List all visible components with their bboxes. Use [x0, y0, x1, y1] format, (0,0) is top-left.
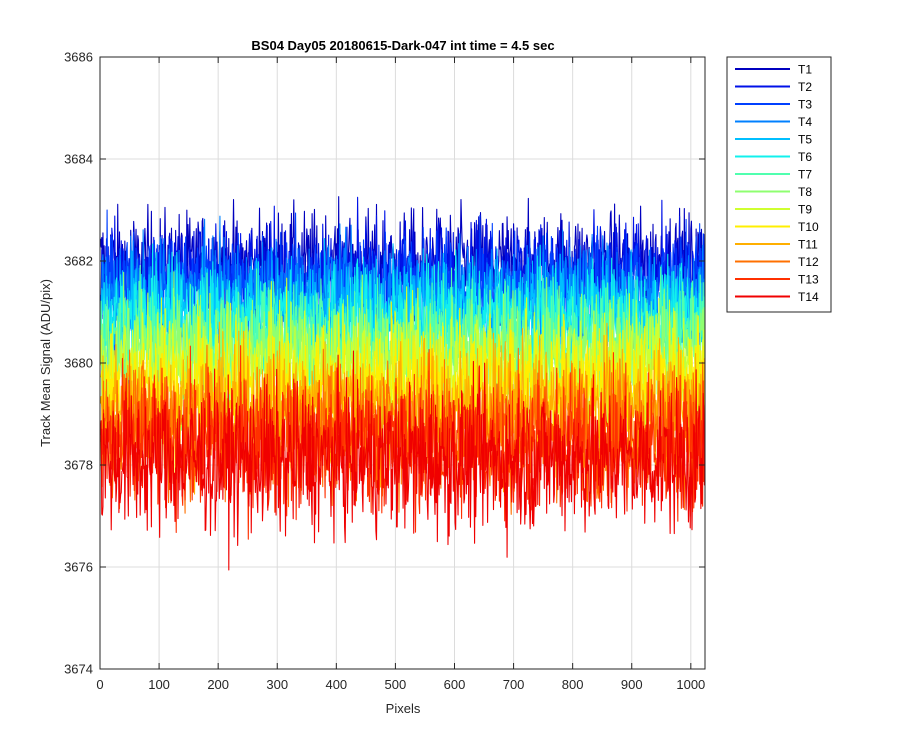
x-tick-label: 200 — [207, 677, 229, 692]
y-tick-label: 3676 — [64, 560, 93, 575]
legend-label-t10: T10 — [798, 220, 819, 234]
legend-label-t8: T8 — [798, 185, 812, 199]
x-tick-label: 100 — [148, 677, 170, 692]
y-tick-label: 3674 — [64, 662, 93, 677]
legend-label-t5: T5 — [798, 133, 812, 147]
y-tick-label: 3686 — [64, 50, 93, 65]
x-tick-label: 0 — [96, 677, 103, 692]
legend-label-t6: T6 — [798, 150, 812, 164]
x-tick-label: 400 — [325, 677, 347, 692]
x-tick-label: 800 — [562, 677, 584, 692]
series-layer — [100, 196, 705, 571]
legend-label-t7: T7 — [798, 168, 812, 182]
x-tick-label: 500 — [385, 677, 407, 692]
y-tick-label: 3682 — [64, 254, 93, 269]
legend-label-t12: T12 — [798, 255, 819, 269]
legend-label-t3: T3 — [798, 98, 812, 112]
legend-label-t2: T2 — [798, 80, 812, 94]
legend-box — [726, 56, 832, 313]
legend-label-t14: T14 — [798, 290, 819, 304]
legend: T1 T2 T3 T4 T5 T6 T7 T8 T9 T10 T11 T12 T13 T14 — [726, 56, 832, 313]
x-tick-label: 600 — [444, 677, 466, 692]
x-axis-label: Pixels — [386, 701, 421, 716]
y-tick-label: 3680 — [64, 356, 93, 371]
y-tick-label: 3684 — [64, 152, 93, 167]
chart-title: BS04 Day05 20180615-Dark-047 int time = … — [251, 38, 554, 53]
x-tick-label: 1000 — [676, 677, 705, 692]
legend-label-t4: T4 — [798, 115, 812, 129]
legend-label-t11: T11 — [798, 238, 818, 252]
legend-label-t9: T9 — [798, 203, 812, 217]
y-tick-label: 3678 — [64, 458, 93, 473]
y-axis-label: Track Mean Signal (ADU/pix) — [38, 279, 53, 447]
x-tick-label: 300 — [266, 677, 288, 692]
series-line-t14 — [100, 350, 705, 571]
x-tick-label: 700 — [503, 677, 525, 692]
axis-ticks: 0 100 200 300 400 500 600 700 800 900 1000 3674 3676… — [64, 50, 705, 693]
legend-label-t13: T13 — [798, 273, 819, 287]
legend-label-t1: T1 — [798, 63, 812, 77]
x-tick-label: 900 — [621, 677, 643, 692]
